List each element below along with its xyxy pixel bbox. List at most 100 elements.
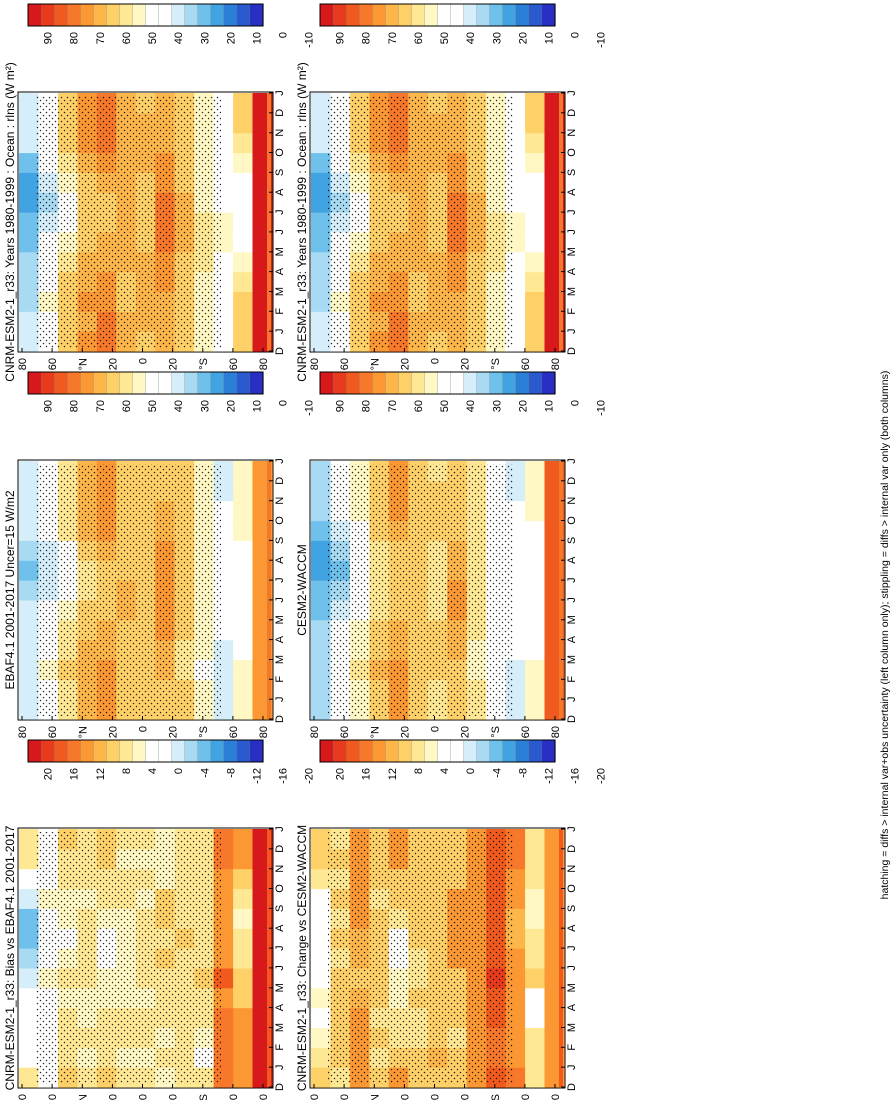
- x-tick-label: F: [274, 308, 286, 315]
- colorbar-swatch: [450, 371, 465, 395]
- x-tick-label: J: [566, 965, 578, 971]
- x-tick-label: A: [566, 188, 578, 196]
- colorbar-swatch: [463, 3, 478, 27]
- y-tick-label: 60: [228, 726, 240, 738]
- y-tick-label: 60: [228, 1094, 240, 1100]
- colorbar-swatch: [158, 739, 173, 763]
- colorbar-swatch: [132, 3, 147, 27]
- colorbar-label: 90: [335, 32, 347, 44]
- y-tick-label: 20: [399, 1094, 411, 1100]
- heatmap-cell: [525, 251, 546, 273]
- heatmap-cell: [19, 112, 40, 134]
- heatmap-cell: [19, 461, 40, 482]
- colorbar-label: 20: [517, 400, 529, 412]
- heatmap-cell: [525, 500, 546, 522]
- heatmap-cell: [525, 888, 546, 909]
- colorbar-label: 20: [43, 768, 55, 780]
- colorbar-swatch: [515, 3, 530, 27]
- colorbar-swatch: [319, 3, 334, 27]
- colorbar-swatch: [106, 739, 121, 763]
- y-tick-label: 80: [17, 1094, 29, 1100]
- x-tick-label: J: [566, 826, 578, 832]
- colorbar-label: 30: [491, 400, 503, 412]
- colorbar-frame: [319, 371, 556, 395]
- y-tick-label: 20: [460, 358, 472, 370]
- colorbar-swatch: [197, 739, 212, 763]
- heatmap-cell: [233, 888, 254, 909]
- colorbar-label: 70: [95, 400, 107, 412]
- x-tick-label: S: [274, 169, 286, 176]
- y-tick-label: °N: [369, 1094, 381, 1100]
- colorbar-label: -20: [304, 768, 316, 784]
- colorbar-swatch: [541, 739, 556, 763]
- colorbar-swatch: [372, 3, 386, 27]
- colorbar-label: 60: [413, 32, 425, 44]
- colorbar-label: 20: [517, 32, 529, 44]
- y-tick-label: 60: [47, 1094, 59, 1100]
- heatmap-cell: [311, 311, 332, 332]
- colorbar-swatch: [40, 739, 55, 763]
- x-tick-label: D: [566, 845, 578, 853]
- x-tick-label: J: [274, 696, 286, 702]
- y-tick-label: 80: [17, 726, 29, 738]
- colorbar-swatch: [67, 371, 81, 395]
- heatmap-cell: [233, 948, 254, 969]
- colorbar-label: 20: [225, 32, 237, 44]
- heatmap-cell: [525, 1027, 546, 1048]
- heatmap-cell: [233, 500, 254, 522]
- x-tick-label: J: [566, 945, 578, 951]
- heatmap-cell: [525, 93, 546, 114]
- heatmap-cell: [525, 967, 546, 989]
- colorbar-swatch: [332, 371, 347, 395]
- x-tick-label: F: [566, 676, 578, 683]
- heatmap-cell: [311, 461, 332, 482]
- colorbar-swatch: [27, 3, 42, 27]
- y-tick-label: 80: [550, 1094, 562, 1100]
- heatmap-cell: [525, 112, 546, 134]
- colorbar-swatch: [145, 371, 160, 395]
- heatmap-cell: [311, 1007, 332, 1028]
- heatmap-cell: [233, 331, 254, 352]
- heatmap-cell: [525, 829, 546, 850]
- x-tick-label: M: [274, 615, 286, 624]
- heatmap-cell: [19, 928, 40, 949]
- heatmap-cell: [19, 172, 40, 193]
- heatmap-cell: [525, 560, 546, 581]
- heatmap-cell: [19, 659, 40, 680]
- x-tick-label: J: [566, 229, 578, 235]
- x-tick-label: D: [274, 1083, 286, 1091]
- heatmap-cell: [525, 231, 546, 253]
- x-tick-label: M: [566, 655, 578, 664]
- heatmap-cell: [19, 1027, 40, 1048]
- colorbar-swatch: [249, 3, 264, 27]
- x-tick-label: A: [566, 267, 578, 275]
- colorbar-swatch: [489, 371, 504, 395]
- southern-edge-strip: [267, 461, 271, 719]
- y-tick-label: °N: [77, 726, 89, 738]
- heatmap-cell: [19, 331, 40, 352]
- colorbar-swatch: [345, 371, 360, 395]
- chart-title: CNRM-ESM2-1_r33: Years 1980-1999 : Ocean…: [295, 62, 309, 381]
- heatmap-cell: [525, 580, 546, 601]
- heatmap-cell: [233, 1067, 254, 1088]
- heatmap-cell: [525, 908, 546, 929]
- colorbar-label: 16: [361, 768, 373, 780]
- heatmap-cell: [19, 480, 40, 502]
- chart-title: CNRM-ESM2-1_r33: Bias vs EBAF4.1 2001-20…: [3, 825, 17, 1090]
- heatmap-cell: [311, 987, 332, 1009]
- x-tick-label: D: [566, 477, 578, 485]
- heatmap-cell: [19, 192, 40, 213]
- x-tick-label: A: [274, 267, 286, 275]
- colorbar-swatch: [119, 3, 134, 27]
- colorbar-swatch: [132, 739, 147, 763]
- heatmap-cell: [19, 132, 40, 154]
- y-tick-label: °N: [369, 726, 381, 738]
- y-tick-label: 80: [258, 726, 270, 738]
- heatmap-cell: [525, 699, 546, 720]
- colorbar-swatch: [40, 371, 55, 395]
- x-tick-label: N: [566, 129, 578, 137]
- chart-panel-5: CNRM-ESM2-1_r33: Bias vs EBAF4.1 2001-20…: [3, 739, 316, 1105]
- heatmap-cell: [311, 639, 332, 660]
- colorbar-swatch: [53, 739, 68, 763]
